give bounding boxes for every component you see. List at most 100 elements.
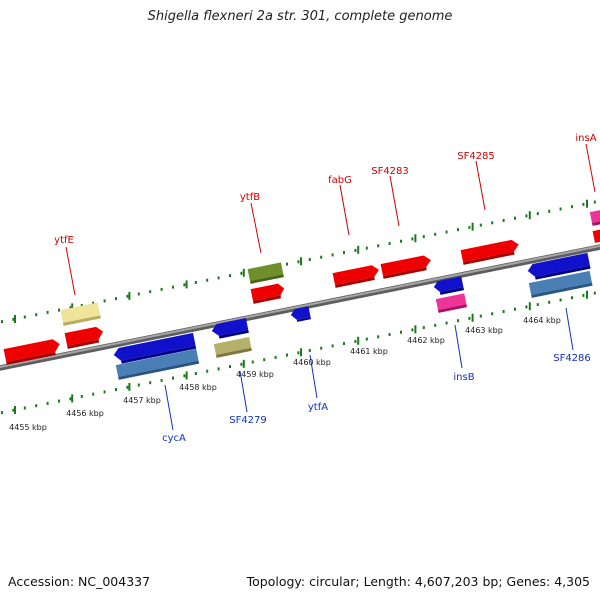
ruler-dot [388,242,391,245]
lower-ruler [1,290,596,415]
ruler-dot [377,335,380,339]
ruler-dot [343,251,345,255]
gene-insA-arrow [592,228,600,243]
ruler-dot [422,235,425,239]
gene-insB-arrow [433,276,465,295]
gene-SF4285-arrow [460,239,519,265]
accession-text: Accession: NC_004337 [8,574,151,589]
ruler-dot [502,310,505,313]
ruler-dot [331,344,334,348]
ruler-dot [194,372,197,375]
ruler-dot [548,300,551,304]
ruler-dot [582,202,585,206]
genome-title: Shigella flexneri 2a str. 301, complete … [147,9,453,24]
ruler-dot [12,317,15,321]
scale-label: 4462 kbp [407,336,445,345]
ruler-dot [274,355,277,359]
ruler-dot [240,271,243,275]
ruler-dot [320,346,323,350]
ruler-dot [103,390,106,394]
ruler-dot [582,293,585,297]
ruler-dot [46,401,49,405]
ruler-dot [491,221,494,225]
ruler-dot [434,323,437,327]
ruler-dot [1,320,3,324]
gene-ytfB-block [247,262,284,284]
scale-label: 4455 kbp [9,423,47,432]
gene-ytfE-block [60,302,101,326]
leader-SF4285 [475,160,486,211]
gene-SF4279-arrow [211,318,249,339]
gene-cycA-arrow [113,332,197,364]
gene-label-SF4279: SF4279 [229,415,267,426]
ruler-dot [525,305,528,309]
gene-cycA-block [115,348,200,380]
upper-ruler [1,199,596,324]
ruler-dot [571,205,573,209]
scale-label: 4461 kbp [350,347,388,356]
ruler-dot [126,385,129,389]
ruler-dot [445,230,448,234]
genome-summary-text: Topology: circular; Length: 4,607,203 bp… [246,574,590,589]
ruler-dot [58,399,60,403]
ruler-dot [297,351,300,355]
ruler-dot [479,314,482,318]
gene-label-fabG: fabG [328,175,352,186]
ruler-dot [502,219,505,222]
gene-arrow-1 [64,326,104,349]
gene-insA-block [589,209,600,226]
ruler-dot [126,294,129,298]
ruler-dot [240,362,243,366]
ruler-dot [80,304,83,307]
ruler-dot [514,216,516,220]
ruler-dot [479,223,482,227]
gene-label-SF4283: SF4283 [371,166,409,177]
gene-label-SF4285: SF4285 [457,151,495,162]
ruler-dot [194,281,197,284]
ruler-dot [217,367,220,371]
ruler-dot [308,258,311,261]
ruler-dot [320,255,323,259]
ruler-dot [365,246,368,250]
ruler-dot [593,200,596,204]
ruler-dot [468,316,471,320]
ruler-dot [115,388,117,392]
callout-lines [65,143,596,431]
ruler-dot [69,397,72,401]
leader-SF4283 [389,175,400,227]
scale-label: 4458 kbp [179,383,217,392]
gene-insB-block [435,293,468,313]
ruler-dot [559,298,562,302]
gene-ytfA-arrow [290,306,312,322]
ruler-dot [457,228,459,232]
ruler-dot [35,404,38,408]
ruler-dot [286,353,288,357]
ruler-dot [229,365,231,369]
ruler-dot [92,392,95,396]
ruler-dot [331,253,334,257]
leader-SF4286 [565,307,574,351]
ruler-dot [206,369,209,373]
gene-SF4286-arrow [527,252,591,280]
ruler-dot [514,307,516,311]
ruler-dot [103,299,106,303]
ruler-dot [183,374,186,378]
ruler-dot [536,212,539,216]
scale-label: 4464 kbp [523,316,561,325]
ruler-dot [263,358,266,362]
scale-label: 4456 kbp [66,409,104,418]
genome-backbone [0,244,600,371]
ruler-dot [206,278,209,282]
leader-ytfA [309,354,318,399]
gene-label-cycA: cycA [162,433,186,444]
scale-label: 4459 kbp [236,370,274,379]
ruler-dot [80,395,83,398]
leader-insA [585,143,596,193]
ruler-dot [1,411,3,415]
ruler-dot [536,303,539,307]
ruler-dot [229,274,231,278]
leader-SF4279 [239,370,248,413]
reverse-strand-genes [113,252,593,380]
